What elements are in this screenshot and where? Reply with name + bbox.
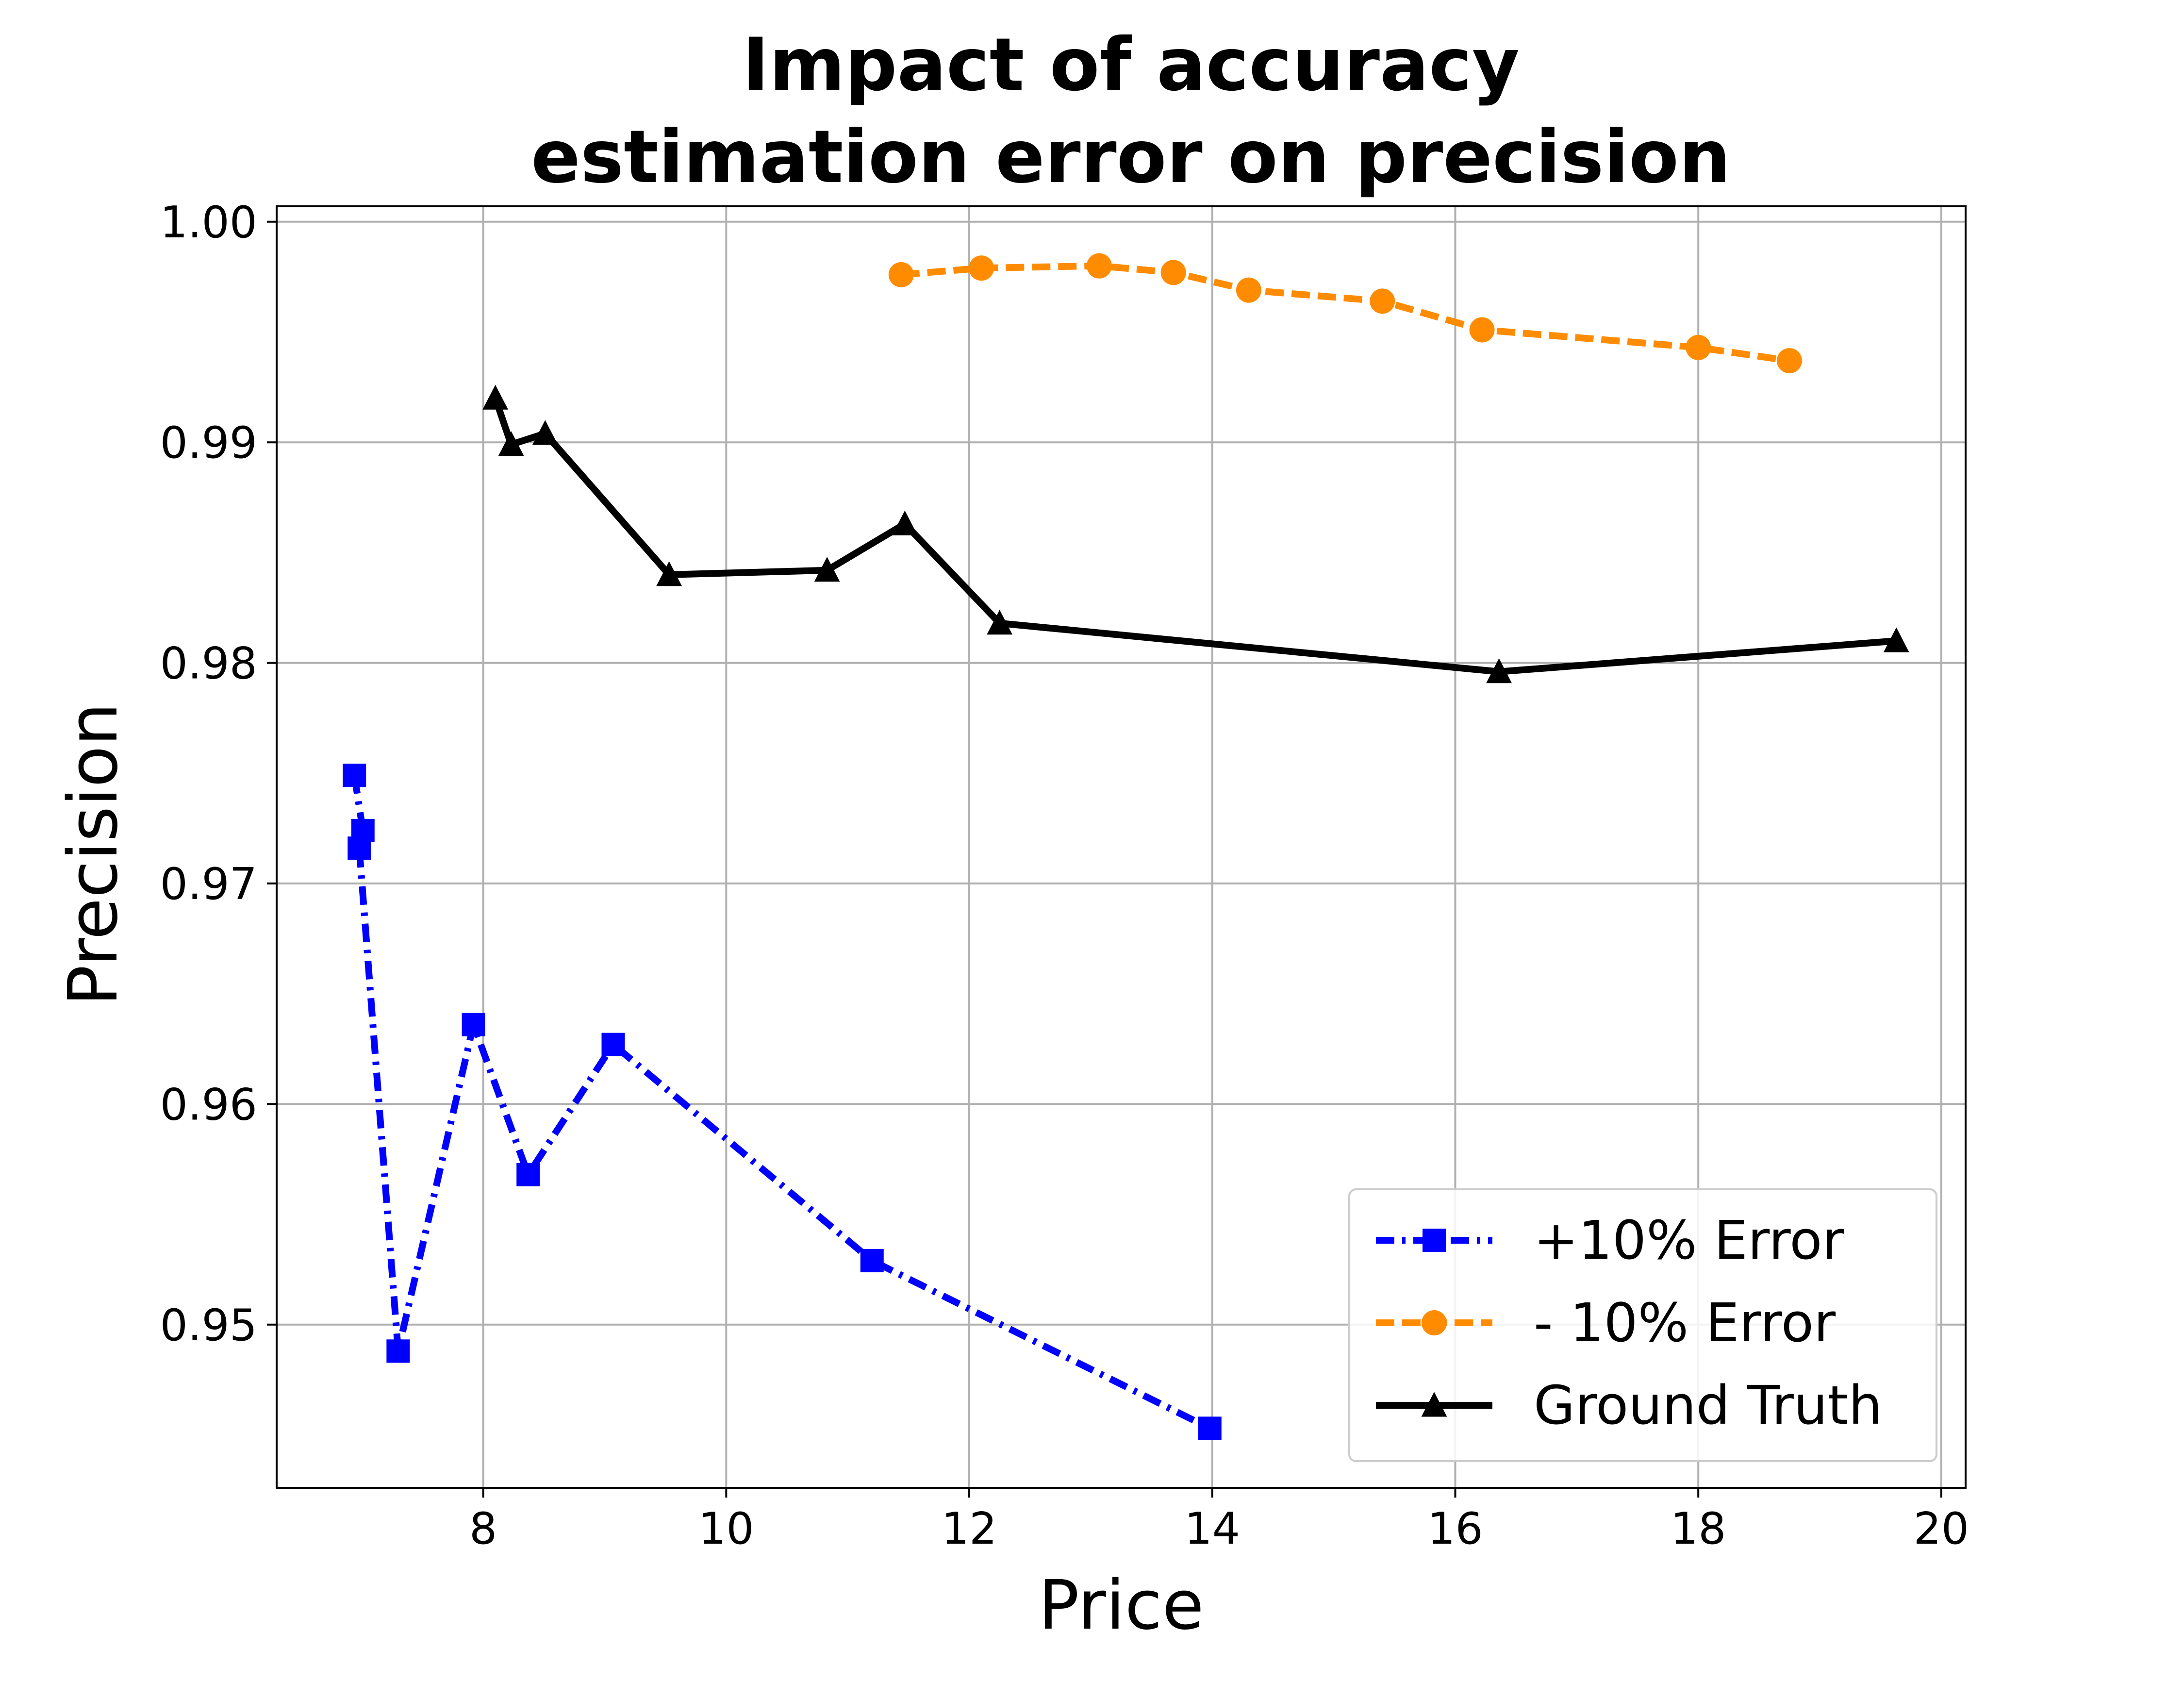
y-axis-label: Precision xyxy=(54,703,133,1006)
ground-truth-point xyxy=(482,384,509,410)
legend-label-plus-10-error: +10% Error xyxy=(1534,1209,1845,1271)
plot-series xyxy=(343,253,1909,1440)
ground-truth-point xyxy=(498,431,524,456)
series-plus-10-error xyxy=(343,764,1222,1440)
minus-10-error-point xyxy=(1370,288,1395,314)
axis-ticks: 8 10 12 14 16 18 20 0.95 0.96 0.97 0.98 0.99 1.00 xyxy=(160,197,1969,1554)
ground-truth-point xyxy=(656,561,682,586)
legend-entry-ground-truth: Ground Truth xyxy=(1376,1374,1882,1436)
legend-marker-minus-10-error xyxy=(1422,1310,1447,1335)
series-minus-10-error xyxy=(888,253,1802,374)
y-tick-label: 0.98 xyxy=(160,638,257,689)
minus-10-error-point xyxy=(1086,253,1112,279)
x-tick-label: 20 xyxy=(1914,1503,1969,1554)
plus-10-error-point xyxy=(347,836,371,860)
y-tick-label: 1.00 xyxy=(160,197,257,248)
x-tick-label: 16 xyxy=(1427,1503,1483,1554)
ground-truth-point xyxy=(987,610,1013,635)
minus-10-error-point xyxy=(1469,317,1495,343)
legend-label-ground-truth: Ground Truth xyxy=(1534,1374,1882,1436)
legend-entry-plus-10-error: +10% Error xyxy=(1376,1209,1845,1271)
y-tick-label: 0.96 xyxy=(160,1079,257,1130)
legend: +10% Error - 10% Error Ground Truth xyxy=(1348,1188,1937,1462)
legend-entry-minus-10-error: - 10% Error xyxy=(1376,1292,1836,1354)
chart-title-line-2: estimation error on precision xyxy=(531,115,1731,200)
minus-10-error-point xyxy=(888,262,914,287)
legend-marker-ground-truth xyxy=(1421,1392,1447,1417)
minus-10-error-point xyxy=(1776,348,1802,374)
legend-marker-plus-10-error xyxy=(1423,1229,1446,1252)
x-tick-label: 8 xyxy=(469,1503,497,1554)
minus-10-error-point xyxy=(969,255,994,281)
legend-box xyxy=(1348,1188,1937,1462)
ground-truth-point xyxy=(1486,658,1512,683)
minus-10-error-point xyxy=(1686,334,1711,360)
x-tick-label: 14 xyxy=(1185,1503,1241,1554)
minus-10-error-point xyxy=(1236,277,1261,303)
x-tick-label: 10 xyxy=(698,1503,754,1554)
ground-truth-point xyxy=(892,510,918,535)
plus-10-error-point xyxy=(601,1033,625,1056)
plus-10-error-point xyxy=(386,1339,410,1363)
ground-truth-point xyxy=(532,420,558,445)
plus-10-error-point xyxy=(516,1163,540,1186)
x-axis-label: Price xyxy=(1038,1566,1204,1645)
x-tick-label: 18 xyxy=(1671,1503,1726,1554)
minus-10-error-point xyxy=(1160,260,1186,285)
x-tick-label: 12 xyxy=(942,1503,997,1554)
grid xyxy=(277,206,1966,1488)
series-ground-truth xyxy=(482,384,1909,683)
y-tick-label: 0.97 xyxy=(160,859,257,910)
plus-10-error-point xyxy=(343,764,366,787)
plus-10-error-point xyxy=(1198,1416,1222,1440)
plus-10-error-point xyxy=(462,1013,485,1036)
y-tick-label: 0.95 xyxy=(160,1300,257,1351)
ground-truth-point xyxy=(814,557,840,582)
chart-title-line-1: Impact of accuracy xyxy=(742,23,1520,107)
ground-truth-point xyxy=(1883,627,1909,652)
legend-label-minus-10-error: - 10% Error xyxy=(1534,1292,1836,1354)
y-tick-label: 0.99 xyxy=(160,417,257,468)
plus-10-error-point xyxy=(860,1249,884,1272)
plot-area-frame xyxy=(276,205,1967,1489)
